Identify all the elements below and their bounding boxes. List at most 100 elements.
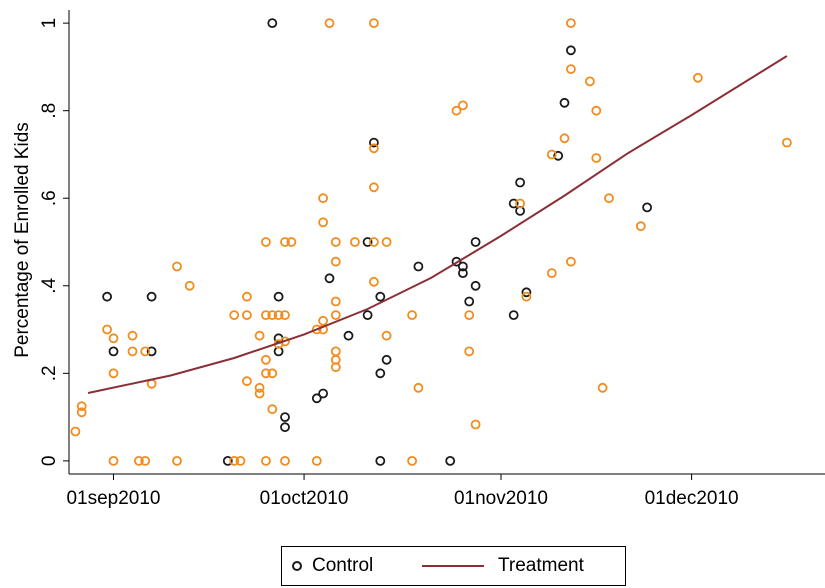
control-point [318, 388, 329, 399]
treatment-point [330, 310, 341, 321]
treatment-point [267, 404, 278, 415]
x-ticks: 01sep2010 01oct2010 01nov2010 01dec2010 [66, 474, 739, 509]
control-point [515, 177, 525, 188]
treatment-point [76, 401, 87, 412]
treatment-point [330, 256, 341, 267]
treatment-point [635, 221, 646, 232]
control-point [464, 296, 475, 307]
x-tick-label: 01sep2010 [66, 488, 160, 509]
treatment-point [318, 315, 329, 326]
treatment-point [140, 346, 151, 357]
treatment-point [172, 261, 182, 272]
control-point [508, 198, 519, 209]
control-point [445, 455, 456, 466]
treatment-point [349, 237, 360, 247]
treatment-point [254, 388, 265, 399]
control-point [375, 291, 386, 302]
treatment-point [451, 105, 462, 116]
treatment-point [330, 346, 341, 357]
treatment-point [229, 310, 240, 321]
treatment-point [381, 330, 392, 341]
treatment-point [318, 193, 329, 204]
treatment-point [782, 137, 792, 148]
treatment-point [311, 455, 322, 466]
treatment-point [381, 237, 392, 247]
control-point [413, 261, 424, 272]
treatment-point [470, 419, 481, 430]
treatment-point [324, 18, 335, 29]
treatment-point [241, 291, 252, 302]
treatment-point [286, 237, 297, 247]
y-tick-label: .8 [39, 103, 60, 119]
treatment-point [330, 237, 341, 247]
treatment-point [559, 133, 570, 144]
legend-label-control: Control [312, 555, 374, 576]
treatment-point [330, 362, 341, 373]
treatment-point [280, 310, 290, 321]
treatment-point [368, 18, 379, 29]
x-tick-label: 01dec2010 [645, 488, 739, 509]
treatment-point [546, 149, 557, 160]
treatment-point [229, 455, 240, 466]
control-point [521, 287, 532, 298]
treatment-point [140, 455, 151, 466]
y-tick-label: .4 [39, 277, 60, 293]
treatment-fit-line [87, 55, 788, 394]
y-tick-label: 1 [39, 18, 60, 29]
treatment-point [273, 310, 284, 321]
treatment-point [368, 182, 379, 193]
control-point [508, 310, 519, 321]
legend-item-control: Control [292, 547, 373, 585]
treatment-point [108, 333, 119, 344]
control-point [108, 346, 119, 357]
treatment-point [585, 76, 595, 87]
control-point [368, 137, 379, 148]
control-point [362, 310, 373, 321]
treatment-point [597, 382, 608, 393]
treatment-point [76, 407, 87, 418]
treatment-points [70, 18, 792, 466]
treatment-point [241, 310, 252, 321]
treatment-point [254, 330, 265, 341]
control-point [222, 455, 233, 466]
treatment-point [604, 193, 614, 204]
treatment-point [108, 368, 119, 379]
treatment-point [127, 330, 138, 341]
treatment-point [260, 455, 271, 466]
x-tick-label: 01oct2010 [260, 488, 349, 509]
treatment-point [260, 354, 271, 365]
treatment-point [407, 455, 418, 466]
y-axis-title: Percentage of Enrolled Kids [12, 122, 33, 358]
treatment-point [108, 455, 119, 466]
treatment-point [318, 324, 329, 335]
x-tick-label: 01nov2010 [454, 488, 548, 509]
control-point [311, 393, 322, 404]
treatment-point [515, 198, 525, 209]
legend-label-treatment: Treatment [498, 555, 584, 576]
control-point [343, 330, 354, 341]
treatment-point [70, 426, 81, 437]
treatment-point [235, 455, 246, 466]
control-point [451, 256, 462, 267]
control-point [457, 268, 468, 279]
treatment-line-icon [422, 565, 484, 567]
control-point [375, 368, 386, 379]
treatment-point [566, 64, 576, 74]
treatment-point [102, 324, 112, 335]
y-tick-label: 0 [39, 456, 60, 467]
axes [68, 10, 825, 475]
treatment-point [172, 455, 182, 466]
control-point [146, 291, 157, 302]
treatment-point [464, 346, 475, 357]
treatment-point [693, 72, 703, 83]
control-point [566, 45, 576, 56]
treatment-point [311, 324, 322, 335]
y-tick-label: .6 [39, 190, 60, 206]
treatment-point [127, 346, 138, 357]
control-point [146, 346, 157, 357]
control-point [273, 291, 284, 302]
treatment-point [368, 237, 379, 247]
legend-item-treatment: Treatment [422, 547, 584, 585]
treatment-point [330, 296, 341, 307]
treatment-point [546, 268, 557, 279]
